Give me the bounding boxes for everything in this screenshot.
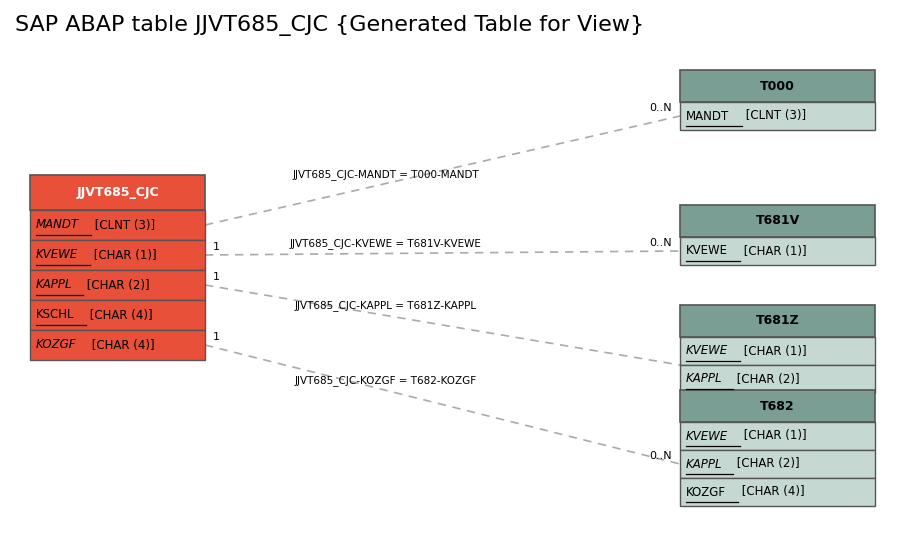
Text: KVEWE: KVEWE xyxy=(36,249,78,261)
Text: 1: 1 xyxy=(213,272,220,282)
Text: [CLNT (3)]: [CLNT (3)] xyxy=(742,109,806,122)
Text: [CHAR (1)]: [CHAR (1)] xyxy=(740,429,807,442)
Text: 1: 1 xyxy=(213,242,220,252)
Bar xyxy=(680,237,875,265)
Text: KVEWE: KVEWE xyxy=(686,244,728,257)
Text: T000: T000 xyxy=(760,80,795,92)
Text: JJVT685_CJC: JJVT685_CJC xyxy=(76,186,158,199)
Text: KAPPL: KAPPL xyxy=(36,278,72,292)
Text: JJVT685_CJC-MANDT = T000-MANDT: JJVT685_CJC-MANDT = T000-MANDT xyxy=(292,169,479,180)
Bar xyxy=(680,422,875,450)
Bar xyxy=(680,70,875,102)
Bar xyxy=(30,175,205,210)
Text: MANDT: MANDT xyxy=(686,109,729,122)
Text: [CHAR (4)]: [CHAR (4)] xyxy=(738,485,805,498)
Text: [CHAR (2)]: [CHAR (2)] xyxy=(733,457,800,470)
Text: JJVT685_CJC-KOZGF = T682-KOZGF: JJVT685_CJC-KOZGF = T682-KOZGF xyxy=(294,376,477,386)
Bar xyxy=(680,478,875,506)
Text: KAPPL: KAPPL xyxy=(686,457,722,470)
Bar xyxy=(30,300,205,330)
Text: KOZGF: KOZGF xyxy=(36,339,77,351)
Text: T681V: T681V xyxy=(756,215,800,227)
Text: [CHAR (1)]: [CHAR (1)] xyxy=(90,249,157,261)
Text: JJVT685_CJC-KAPPL = T681Z-KAPPL: JJVT685_CJC-KAPPL = T681Z-KAPPL xyxy=(294,300,477,311)
Bar xyxy=(30,210,205,240)
Text: 0..N: 0..N xyxy=(650,103,672,113)
Text: 0..N: 0..N xyxy=(650,238,672,248)
Text: [CHAR (1)]: [CHAR (1)] xyxy=(740,244,807,257)
Bar xyxy=(680,205,875,237)
Text: [CHAR (1)]: [CHAR (1)] xyxy=(740,345,807,357)
Text: [CHAR (2)]: [CHAR (2)] xyxy=(83,278,149,292)
Bar xyxy=(680,450,875,478)
Bar xyxy=(30,240,205,270)
Bar xyxy=(680,365,875,393)
Text: KAPPL: KAPPL xyxy=(686,373,722,385)
Bar xyxy=(680,102,875,130)
Text: T681Z: T681Z xyxy=(756,315,799,328)
Bar xyxy=(30,270,205,300)
Text: MANDT: MANDT xyxy=(36,219,79,232)
Bar xyxy=(680,305,875,337)
Text: [CHAR (4)]: [CHAR (4)] xyxy=(89,339,155,351)
Text: KSCHL: KSCHL xyxy=(36,309,74,322)
Text: 1: 1 xyxy=(213,332,220,342)
Text: JJVT685_CJC-KVEWE = T681V-KVEWE: JJVT685_CJC-KVEWE = T681V-KVEWE xyxy=(290,239,481,249)
Text: SAP ABAP table JJVT685_CJC {Generated Table for View}: SAP ABAP table JJVT685_CJC {Generated Ta… xyxy=(15,15,644,36)
Bar xyxy=(680,390,875,422)
Text: 0..N: 0..N xyxy=(650,451,672,461)
Text: [CLNT (3)]: [CLNT (3)] xyxy=(91,219,156,232)
Bar xyxy=(30,330,205,360)
Text: T682: T682 xyxy=(760,400,795,412)
Text: KVEWE: KVEWE xyxy=(686,429,729,442)
Text: KVEWE: KVEWE xyxy=(686,345,729,357)
Text: KOZGF: KOZGF xyxy=(686,485,726,498)
Text: [CHAR (2)]: [CHAR (2)] xyxy=(733,373,800,385)
Bar xyxy=(680,337,875,365)
Text: [CHAR (4)]: [CHAR (4)] xyxy=(86,309,152,322)
